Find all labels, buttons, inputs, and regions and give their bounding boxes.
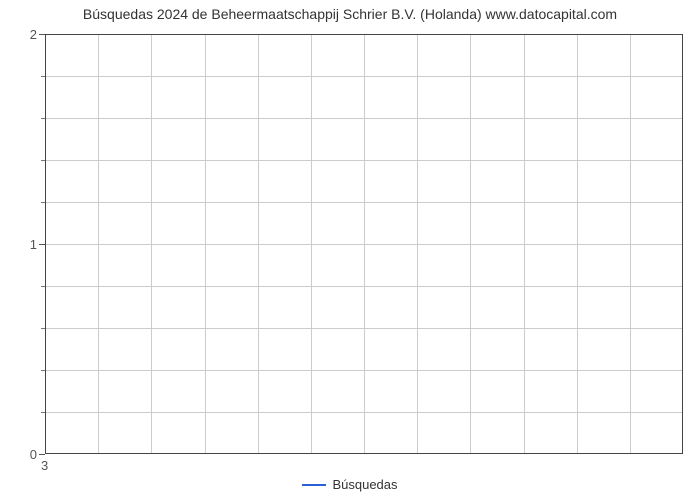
chart-title: Búsquedas 2024 de Beheermaatschappij Sch… <box>0 6 700 22</box>
y-minor-tick <box>41 76 45 77</box>
legend-line <box>302 484 326 486</box>
grid-vertical <box>98 34 99 454</box>
y-minor-tick <box>41 412 45 413</box>
y-tick-label: 2 <box>30 27 37 42</box>
y-minor-tick <box>41 160 45 161</box>
y-major-tick <box>39 454 45 455</box>
legend-label: Búsquedas <box>332 477 397 492</box>
y-minor-tick <box>41 202 45 203</box>
y-major-tick <box>39 34 45 35</box>
grid-vertical <box>151 34 152 454</box>
grid-vertical <box>470 34 471 454</box>
grid-vertical <box>524 34 525 454</box>
y-major-tick <box>39 244 45 245</box>
y-tick-label: 0 <box>30 447 37 462</box>
y-minor-tick <box>41 286 45 287</box>
grid-vertical <box>364 34 365 454</box>
y-minor-tick <box>41 328 45 329</box>
y-tick-label: 1 <box>30 237 37 252</box>
grid-vertical <box>577 34 578 454</box>
grid-vertical <box>311 34 312 454</box>
grid-vertical <box>258 34 259 454</box>
x-tick-label: 3 <box>41 458 48 473</box>
y-minor-tick <box>41 370 45 371</box>
plot-area <box>45 34 683 454</box>
y-minor-tick <box>41 118 45 119</box>
grid-vertical <box>205 34 206 454</box>
legend: Búsquedas <box>0 477 700 492</box>
grid-vertical <box>417 34 418 454</box>
chart-container: Búsquedas 2024 de Beheermaatschappij Sch… <box>0 0 700 500</box>
grid-vertical <box>630 34 631 454</box>
